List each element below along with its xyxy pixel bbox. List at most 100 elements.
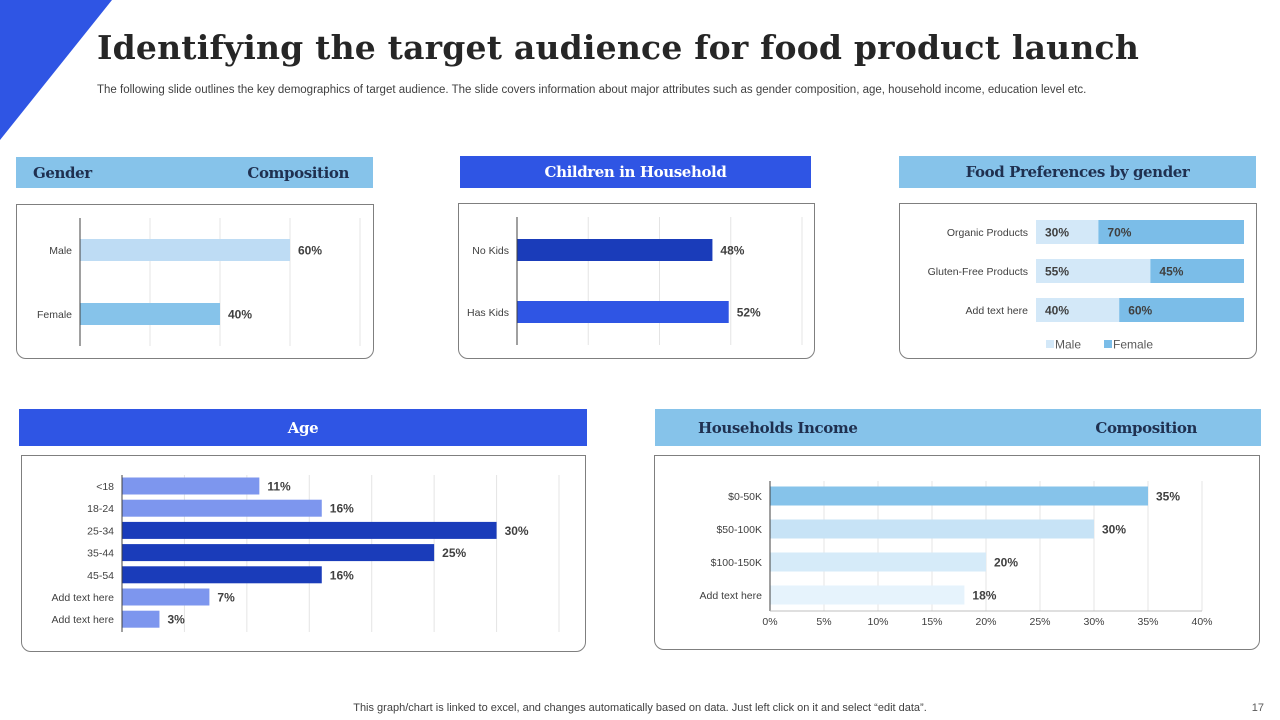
category-label: 35-44: [87, 548, 114, 560]
page-number: 17: [1251, 702, 1264, 714]
data-label: 16%: [330, 568, 354, 582]
category-label: Male: [49, 245, 72, 257]
income-chart: $0-50K 35% $50-100K 30% $100-150K 20% Add text…: [700, 481, 1213, 628]
bar-gender: [80, 303, 220, 325]
data-label: 18%: [972, 589, 996, 603]
data-label: 60%: [298, 244, 322, 258]
bar-income: [770, 519, 1094, 539]
stacked-bar-female: [1098, 220, 1244, 244]
stacked-bar-male: [1036, 259, 1151, 283]
category-label: Organic Products: [947, 227, 1028, 239]
age-chart: <18 11% 18-24 16% 25-34 30% 35-44 25% 45-54 16% Ad…: [52, 475, 560, 632]
data-label: 30%: [1102, 523, 1126, 537]
bar-age: [122, 588, 210, 606]
category-label: 25-34: [87, 525, 114, 537]
bar-age: [122, 477, 260, 495]
bar-gender: [80, 239, 290, 261]
food-preferences-chart: 30% 70% Organic Products 55% 45% Gluten-Free …: [928, 220, 1244, 352]
data-label: 40%: [228, 308, 252, 322]
stacked-bar-female: [1119, 298, 1244, 322]
category-label: Add text here: [700, 590, 763, 602]
category-label: No Kids: [472, 245, 509, 257]
data-label: 16%: [330, 502, 354, 516]
income-header-left: Households Income: [698, 418, 858, 437]
bar-age: [122, 566, 322, 584]
category-label: Has Kids: [467, 307, 509, 319]
data-label: 70%: [1107, 226, 1131, 240]
bar-children: [517, 301, 729, 323]
bar-income: [770, 552, 986, 572]
data-label: 40%: [1045, 304, 1069, 318]
category-label: Add text here: [966, 305, 1029, 317]
legend-label: Female: [1113, 338, 1153, 352]
legend-label: Male: [1055, 338, 1081, 352]
data-label: 48%: [720, 244, 744, 258]
x-tick-label: 20%: [975, 616, 996, 628]
page-title: Identifying the target audience for food…: [97, 28, 1140, 67]
income-composition-header: Households Income Composition: [655, 409, 1261, 446]
data-label: 3%: [167, 613, 185, 627]
food-preferences-header: Food Preferences by gender: [899, 156, 1256, 188]
legend-swatch: [1046, 340, 1054, 348]
children-header: Children in Household: [460, 156, 811, 188]
bar-income: [770, 585, 965, 605]
category-label: <18: [96, 481, 114, 493]
data-label: 52%: [737, 306, 761, 320]
bar-income: [770, 486, 1148, 506]
data-label: 30%: [1045, 226, 1069, 240]
bar-age: [122, 544, 435, 562]
data-label: 55%: [1045, 265, 1069, 279]
corner-accent-shape: [0, 0, 112, 140]
gender-composition-header: Gender Composition: [16, 157, 373, 188]
children-chart: No Kids 48% Has Kids 52%: [467, 217, 803, 345]
bar-age: [122, 521, 497, 539]
gender-chart: Male 60% Female 40%: [37, 218, 361, 346]
food-header-label: Food Preferences by gender: [965, 163, 1190, 181]
category-label: $100-150K: [711, 557, 762, 569]
footer-note: This graph/chart is linked to excel, and…: [353, 702, 927, 714]
data-label: 45%: [1159, 265, 1183, 279]
x-tick-label: 10%: [867, 616, 888, 628]
children-chart-panel: No Kids 48% Has Kids 52%: [458, 203, 815, 359]
category-label: 45-54: [87, 570, 114, 582]
x-tick-label: 5%: [816, 616, 831, 628]
category-label: $0-50K: [728, 491, 762, 503]
category-label: Female: [37, 309, 72, 321]
category-label: Gluten-Free Products: [928, 266, 1028, 278]
stacked-bar-male: [1036, 220, 1099, 244]
category-label: $50-100K: [716, 524, 762, 536]
income-header-right: Composition: [1095, 418, 1197, 437]
x-tick-label: 25%: [1029, 616, 1050, 628]
legend-swatch: [1104, 340, 1112, 348]
gender-header-left: Gender: [33, 163, 92, 182]
data-label: 60%: [1128, 304, 1152, 318]
children-header-label: Children in Household: [544, 163, 727, 181]
bar-age: [122, 499, 322, 517]
category-label: Add text here: [52, 614, 115, 626]
age-header-label: Age: [287, 418, 319, 437]
gender-chart-panel: Male 60% Female 40%: [16, 204, 374, 359]
food-chart-panel: 30% 70% Organic Products 55% 45% Gluten-Free …: [899, 203, 1257, 359]
age-header: Age: [19, 409, 587, 446]
gender-header-right: Composition: [247, 163, 349, 182]
x-tick-label: 40%: [1191, 616, 1212, 628]
bar-age: [122, 610, 160, 628]
data-label: 11%: [267, 480, 291, 494]
x-tick-label: 35%: [1137, 616, 1158, 628]
data-label: 7%: [217, 591, 235, 605]
x-tick-label: 0%: [762, 616, 777, 628]
page-subtitle: The following slide outlines the key dem…: [97, 84, 1087, 96]
income-chart-panel: $0-50K 35% $50-100K 30% $100-150K 20% Add text…: [654, 455, 1260, 650]
data-label: 30%: [505, 524, 529, 538]
data-label: 20%: [994, 556, 1018, 570]
data-label: 25%: [442, 546, 466, 560]
category-label: Add text here: [52, 592, 115, 604]
stacked-bar-female: [1150, 259, 1244, 283]
bar-children: [517, 239, 713, 261]
x-tick-label: 30%: [1083, 616, 1104, 628]
stacked-bar-male: [1036, 298, 1120, 322]
x-tick-label: 15%: [921, 616, 942, 628]
data-label: 35%: [1156, 490, 1180, 504]
category-label: 18-24: [87, 503, 114, 515]
age-chart-panel: <18 11% 18-24 16% 25-34 30% 35-44 25% 45-54 16% Ad…: [21, 455, 586, 652]
